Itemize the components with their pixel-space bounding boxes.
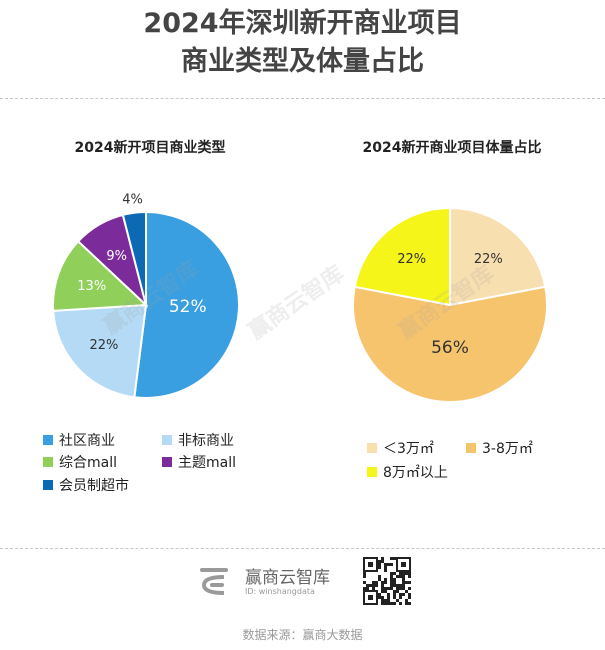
pie-slice-label: 52% [169,297,207,317]
pie-slice [133,210,240,399]
pie-slice-label: 9% [106,249,127,264]
legend-item: 3-8万㎡ [466,438,533,458]
brand-name: 赢商云智库 [245,568,330,588]
legend-item: 社区商业 [43,430,115,450]
data-source: 数据来源：赢商大数据 [242,628,363,642]
pie-slice-label: 22% [397,252,426,267]
pie-slice-label: 56% [431,338,469,358]
pie-slice-label: 13% [77,279,106,294]
legend-label: 主题mall [178,455,236,471]
legend-label: 会员制超市 [59,478,129,494]
legend-item: 综合mall [43,452,117,472]
legend-label: 综合mall [59,455,117,471]
qr-code-icon [363,557,411,605]
page-title: 2024年深圳新开商业项目 [143,8,462,39]
chart2-title: 2024新开商业项目体量占比 [362,140,542,156]
pie-slice-label: 4% [122,192,143,207]
legend-label: ＜3万㎡ [383,441,434,457]
legend-label: 8万㎡以上 [383,465,448,481]
pie-slice [353,206,451,307]
divider-top [0,98,605,99]
legend-label: 3-8万㎡ [482,441,533,457]
page-subtitle: 商业类型及体量占比 [181,46,424,77]
brand-id: ID: winshangdata [245,587,315,596]
pie-slice [52,239,149,312]
pie-slice [352,285,548,403]
legend-label: 非标商业 [178,433,234,449]
pie-slice-label: 22% [474,252,503,267]
brand-logo-icon [200,568,228,595]
pie-slice-label: 22% [90,338,119,353]
legend-item: 8万㎡以上 [367,462,448,482]
chart1-title: 2024新开项目商业类型 [74,140,226,156]
legend-item: 会员制超市 [43,475,129,495]
chart1-pie: 52% 22% 13%9% 4% 22% 56% 22% [52,192,548,403]
legend-item: 主题mall [162,452,236,472]
pie-slice [449,206,547,307]
divider-bottom [0,548,605,549]
pie-slice [121,210,147,306]
pie-slice [52,303,148,399]
legend-label: 社区商业 [59,433,115,449]
legend-item: 非标商业 [162,430,234,450]
legend-item: ＜3万㎡ [367,438,434,458]
